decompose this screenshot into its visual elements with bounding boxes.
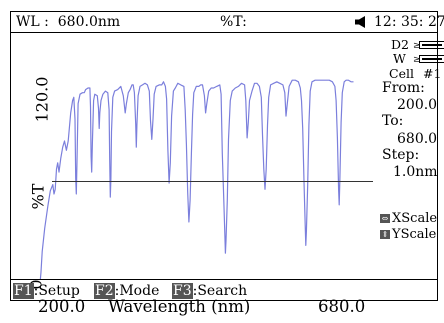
spectrum-trace (39, 79, 354, 279)
x-axis-title: Wavelength (nm) (108, 297, 251, 316)
step-value: 1.0nm (393, 164, 438, 180)
lamp-level-icon (419, 55, 444, 63)
to-label: To: (382, 113, 404, 129)
from-value: 200.0 (397, 97, 438, 113)
f3-search-key[interactable]: F3:Search (172, 280, 247, 302)
speaker-icon (355, 16, 365, 28)
yscale-label[interactable]: YScale (392, 227, 437, 242)
display-frame: WL : 680.0nm %T: 12: 35: 27 120.0 %T 0 2… (10, 11, 444, 316)
f1-key-label: :Setup (33, 283, 80, 299)
lamp-w-arrow-icon: ≥ (413, 55, 421, 65)
f2-mode-key[interactable]: F2:Mode (94, 280, 159, 302)
cell-label: Cell (389, 66, 414, 81)
transmittance-label: %T: (220, 14, 247, 30)
f2-key-tag: F2 (94, 283, 115, 299)
wavelength-label: WL : (16, 14, 49, 30)
f1-setup-key[interactable]: F1:Setup (13, 280, 80, 302)
lamp-level-icon (419, 41, 444, 49)
clock: 12: 35: 27 (374, 14, 444, 30)
status-divider (11, 32, 437, 33)
lamp-d2-label: D2 (391, 37, 409, 52)
lamp-d2-arrow-icon: ≥ (413, 41, 421, 51)
x-axis-min-label: 200.0 (38, 297, 86, 316)
wavelength-value: 680.0nm (57, 14, 121, 30)
plot-canvas (39, 79, 373, 279)
to-value: 680.0 (397, 131, 438, 147)
up-down-arrow-icon: ⇕ (380, 230, 390, 239)
x-axis-max-label: 680.0 (318, 297, 366, 316)
lamp-w-label: W (393, 51, 406, 66)
transmittance-readout: %T: (220, 12, 247, 32)
from-label: From: (382, 80, 425, 96)
xscale-label[interactable]: XScale (392, 211, 438, 226)
f3-key-tag: F3 (172, 283, 193, 299)
status-bar: WL : 680.0nm %T: 12: 35: 27 (11, 12, 444, 32)
left-right-arrow-icon: ⇔ (380, 214, 390, 223)
y-axis-title: %T (28, 183, 48, 210)
step-label: Step: (382, 147, 420, 163)
f3-key-label: :Search (192, 283, 248, 299)
wavelength-readout: WL : 680.0nm (16, 12, 120, 32)
cell-value: #1 (423, 66, 442, 81)
spectrum-plot[interactable]: 120.0 %T 0 200.0 Wavelength (nm) 680.0 (11, 33, 437, 316)
f2-key-label: :Mode (114, 283, 160, 299)
function-key-divider (11, 279, 437, 280)
f1-key-tag: F1 (13, 283, 34, 299)
y-axis-max-label: 120.0 (32, 76, 52, 123)
function-key-bar: F1:Setup F2:Mode F3:Search (11, 280, 437, 302)
